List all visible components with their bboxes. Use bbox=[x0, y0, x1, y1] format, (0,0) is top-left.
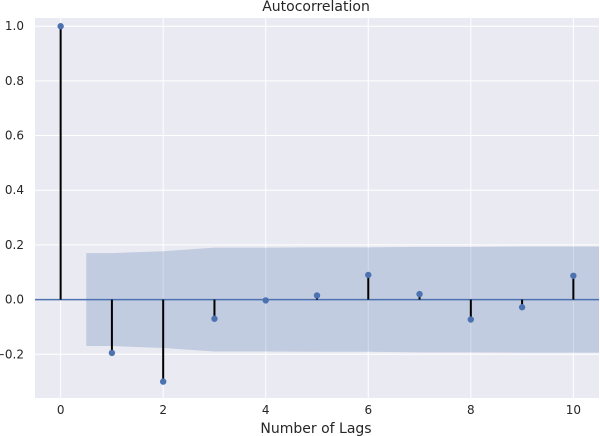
x-tick-label-5: 10 bbox=[566, 403, 581, 417]
marker-lag-4 bbox=[262, 297, 269, 304]
x-tick-label-0: 0 bbox=[57, 403, 65, 417]
marker-lag-0 bbox=[57, 23, 64, 30]
y-tick-label-4: 0.6 bbox=[5, 129, 24, 143]
markers-group bbox=[57, 23, 577, 385]
x-tick-label-2: 4 bbox=[262, 403, 270, 417]
marker-lag-1 bbox=[108, 349, 116, 357]
x-tick-labels: 0 2 4 6 8 10 bbox=[57, 403, 581, 417]
y-tick-label-0: −0.2 bbox=[0, 347, 24, 361]
marker-lag-7 bbox=[416, 290, 423, 298]
y-tick-label-3: 0.4 bbox=[5, 183, 24, 197]
marker-lag-9 bbox=[518, 304, 526, 311]
marker-lag-2 bbox=[159, 378, 167, 385]
marker-lag-8 bbox=[467, 316, 475, 323]
y-tick-label-5: 0.8 bbox=[5, 74, 24, 88]
marker-lag-10 bbox=[570, 272, 577, 279]
x-axis-label: Number of Lags bbox=[260, 421, 371, 436]
x-tick-label-1: 2 bbox=[159, 403, 167, 417]
marker-lag-5 bbox=[313, 292, 321, 299]
y-tick-label-2: 0.2 bbox=[5, 238, 24, 252]
marker-lag-6 bbox=[365, 271, 372, 279]
y-tick-label-1: 0.0 bbox=[5, 293, 24, 307]
marker-lag-3 bbox=[211, 315, 218, 322]
x-tick-label-3: 6 bbox=[364, 403, 372, 417]
x-tick-label-4: 8 bbox=[467, 403, 475, 417]
chart-title: Autocorrelation bbox=[262, 0, 370, 15]
y-tick-label-6: 1.0 bbox=[5, 19, 24, 33]
y-tick-labels: −0.2 0.0 0.2 0.4 0.6 0.8 1.0 bbox=[0, 19, 24, 361]
